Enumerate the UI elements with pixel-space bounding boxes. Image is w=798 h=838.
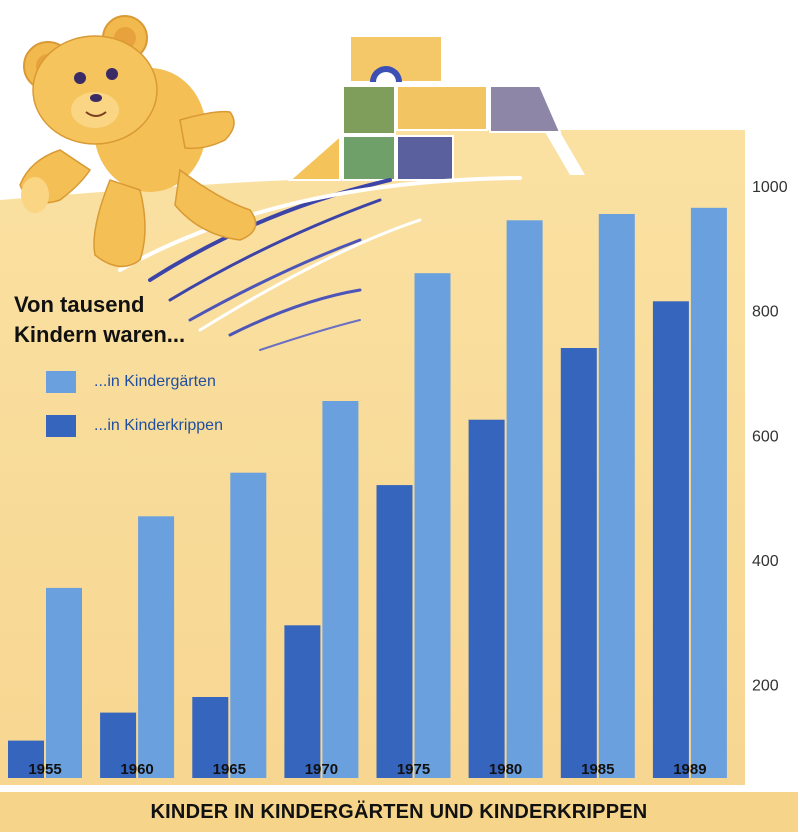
teddy-bear-icon — [19, 15, 257, 268]
y-axis: 200 400 600 800 1000 — [752, 179, 788, 695]
bar-kinderkrippen-1989 — [652, 301, 689, 778]
bar-kinderkrippen-1960 — [100, 712, 137, 778]
scribble-decoration — [118, 176, 522, 351]
bar-kindergaerten-1970 — [322, 401, 359, 778]
chart-title: KINDER IN KINDERGÄRTEN UND KINDERKRIPPEN — [0, 792, 798, 832]
toy-blocks-decoration — [287, 35, 585, 181]
x-axis-labels: 1955 1960 1965 1970 1975 1980 1985 1989 — [28, 761, 706, 778]
bars-layer — [8, 207, 727, 779]
legend-label-kinderkrippen: ...in Kinderkrippen — [94, 417, 223, 434]
legend-title: Von tausend Kindern waren... — [14, 292, 186, 347]
background-shape — [0, 130, 745, 785]
bar-kindergaerten-1960 — [138, 516, 175, 778]
legend-item-kindergaerten: ...in Kindergärten — [46, 370, 216, 394]
x-tick-label: 1970 — [305, 761, 338, 778]
legend-swatch-kindergaerten — [46, 371, 76, 393]
legend-item-kinderkrippen: ...in Kinderkrippen — [46, 414, 223, 438]
y-tick-label: 400 — [752, 553, 779, 570]
x-tick-label: 1980 — [489, 761, 522, 778]
x-tick-label: 1985 — [581, 761, 614, 778]
y-tick-label: 1000 — [752, 179, 788, 196]
bar-kindergaerten-1985 — [598, 214, 635, 778]
x-tick-label: 1955 — [28, 761, 61, 778]
x-tick-label: 1965 — [213, 761, 246, 778]
bar-kinderkrippen-1955 — [8, 740, 44, 778]
x-tick-label: 1989 — [673, 761, 706, 778]
y-tick-label: 600 — [752, 428, 779, 445]
y-tick-label: 200 — [752, 678, 779, 695]
bar-kindergaerten-1989 — [690, 207, 727, 779]
bar-kindergaerten-1955 — [46, 587, 82, 778]
bar-kinderkrippen-1970 — [284, 625, 321, 778]
legend-swatch-kinderkrippen — [46, 415, 76, 437]
bar-kinderkrippen-1985 — [560, 348, 597, 778]
bar-kinderkrippen-1980 — [468, 419, 505, 778]
y-tick-label: 800 — [752, 304, 779, 321]
bar-kindergaerten-1980 — [506, 220, 543, 779]
bar-kinderkrippen-1965 — [192, 697, 229, 778]
bar-kindergaerten-1965 — [230, 472, 267, 778]
bar-kindergaerten-1975 — [414, 273, 451, 778]
legend-label-kindergaerten: ...in Kindergärten — [94, 373, 216, 390]
x-tick-label: 1960 — [120, 761, 153, 778]
x-tick-label: 1975 — [397, 761, 430, 778]
bar-kinderkrippen-1975 — [376, 485, 413, 778]
